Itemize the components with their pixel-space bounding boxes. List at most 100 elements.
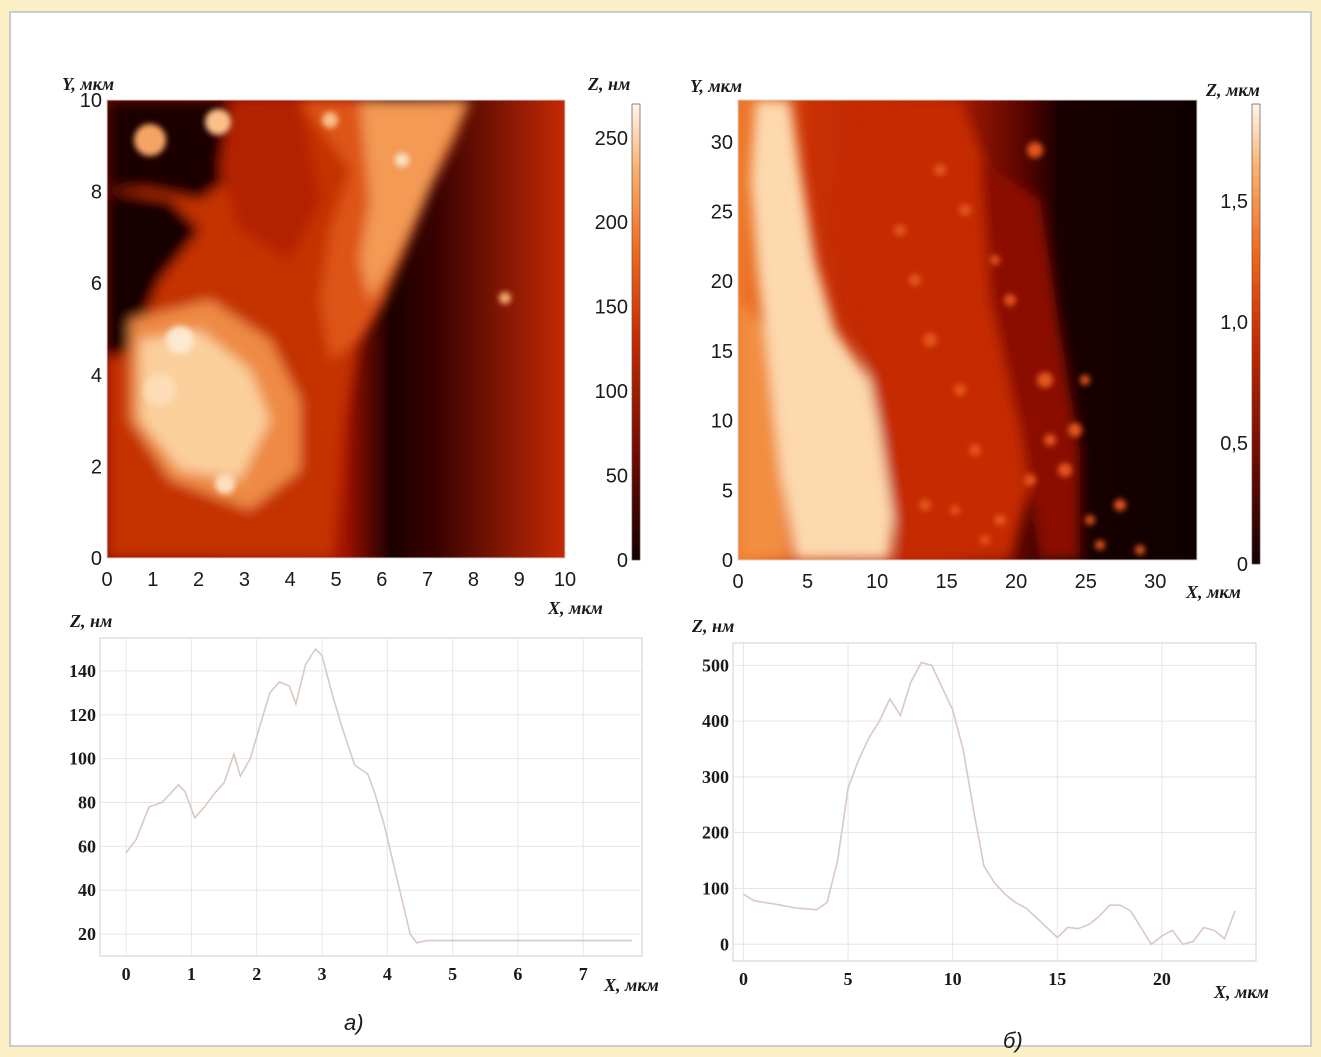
b-profile-plot-area bbox=[732, 642, 1257, 962]
b-profile-ytick-3: 300 bbox=[702, 767, 729, 787]
a-map-ylabel: Y, мкм bbox=[62, 74, 114, 94]
b-profile-xtick-0: 0 bbox=[739, 969, 748, 989]
b-colorbar-ticks: 0 0,5 1,0 1,5 bbox=[1220, 191, 1248, 576]
panel-a-map-image bbox=[107, 100, 565, 558]
a-profile-xtick-5: 5 bbox=[448, 964, 457, 984]
b-profile-ytick-2: 200 bbox=[702, 823, 729, 843]
b-profile-ytick-5: 500 bbox=[702, 655, 729, 675]
a-profile-grid bbox=[100, 638, 642, 956]
b-cbar-tick-0: 0 bbox=[1237, 554, 1248, 576]
a-cbar-tick-5: 250 bbox=[595, 128, 628, 150]
b-profile-y-ticks: 0 100 200 300 400 500 bbox=[702, 655, 729, 954]
b-map-ylabel: Y, мкм bbox=[690, 76, 742, 96]
a-profile-y-ticks: 20 40 60 80 100 120 140 bbox=[69, 661, 96, 944]
a-profile-plot-area bbox=[99, 637, 643, 957]
b-map-xtick-2: 10 bbox=[866, 571, 888, 593]
a-profile-xtick-4: 4 bbox=[383, 964, 392, 984]
a-profile-xtick-3: 3 bbox=[318, 964, 327, 984]
a-map-xtick-2: 2 bbox=[193, 569, 204, 591]
b-map-ytick-3: 15 bbox=[711, 341, 733, 363]
a-profile-ytick-3: 80 bbox=[78, 792, 96, 812]
b-colorbar-label: Z, мкм bbox=[1205, 80, 1260, 100]
b-map-xtick-5: 25 bbox=[1075, 571, 1097, 593]
b-profile-line bbox=[743, 661, 1236, 946]
a-profile-ytick-6: 140 bbox=[69, 661, 96, 681]
b-map-ytick-0: 0 bbox=[722, 550, 733, 572]
a-map-xtick-3: 3 bbox=[239, 569, 250, 591]
b-profile-xtick-4: 20 bbox=[1153, 969, 1171, 989]
b-profile-xtick-1: 5 bbox=[844, 969, 853, 989]
b-profile-ylabel: Z, нм bbox=[691, 616, 734, 636]
a-profile-ytick-0: 20 bbox=[78, 924, 96, 944]
b-profile-xtick-2: 10 bbox=[944, 969, 962, 989]
a-map-y-ticks: 0 2 4 6 8 10 bbox=[80, 90, 102, 570]
b-map-ytick-4: 20 bbox=[711, 271, 733, 293]
panel-a-profile: 0 1 2 3 4 5 6 7 20 40 60 80 100 120 140 Z, нм X, мкм bbox=[69, 611, 659, 995]
b-map-ytick-2: 10 bbox=[711, 411, 733, 433]
a-profile-xtick-0: 0 bbox=[122, 964, 131, 984]
a-map-xtick-6: 6 bbox=[376, 569, 387, 591]
b-profile-ytick-4: 400 bbox=[702, 711, 729, 731]
a-cbar-tick-1: 50 bbox=[606, 466, 628, 488]
b-map-xtick-4: 20 bbox=[1005, 571, 1027, 593]
b-map-xtick-6: 30 bbox=[1144, 571, 1166, 593]
b-profile-xlabel: X, мкм bbox=[1213, 982, 1269, 1002]
panel-b-label: б) bbox=[1003, 1028, 1023, 1053]
a-map-xtick-7: 7 bbox=[422, 569, 433, 591]
a-profile-line bbox=[125, 647, 633, 944]
b-map-xtick-0: 0 bbox=[732, 571, 743, 593]
a-profile-x-ticks: 0 1 2 3 4 5 6 7 bbox=[122, 964, 588, 984]
panel-b-map-image bbox=[738, 100, 1197, 560]
a-map-xtick-9: 9 bbox=[514, 569, 525, 591]
a-map-ytick-5: 10 bbox=[80, 90, 102, 112]
a-map-xtick-4: 4 bbox=[285, 569, 296, 591]
a-profile-ytick-5: 120 bbox=[69, 705, 96, 725]
panel-a-label: а) bbox=[344, 1010, 364, 1035]
a-map-ytick-1: 2 bbox=[91, 456, 102, 478]
b-map-y-ticks: 0 5 10 15 20 25 30 bbox=[711, 132, 733, 572]
a-cbar-tick-3: 150 bbox=[595, 297, 628, 319]
a-map-xtick-8: 8 bbox=[468, 569, 479, 591]
a-profile-xtick-7: 7 bbox=[579, 964, 588, 984]
a-profile-ytick-4: 100 bbox=[69, 749, 96, 769]
b-map-x-ticks: 0 5 10 15 20 25 30 bbox=[732, 571, 1166, 593]
b-profile-ytick-0: 0 bbox=[720, 934, 729, 954]
b-profile-x-ticks: 0 5 10 15 20 bbox=[739, 969, 1171, 989]
a-map-ytick-0: 0 bbox=[91, 548, 102, 570]
a-map-xtick-1: 1 bbox=[147, 569, 158, 591]
a-colorbar-ticks: 0 50 100 150 200 250 bbox=[595, 128, 628, 572]
a-profile-xlabel: X, мкм bbox=[603, 975, 659, 995]
b-map-ytick-6: 30 bbox=[711, 132, 733, 154]
a-profile-xtick-1: 1 bbox=[187, 964, 196, 984]
b-colorbar bbox=[1251, 103, 1261, 565]
a-cbar-tick-2: 100 bbox=[595, 381, 628, 403]
b-cbar-tick-3: 1,5 bbox=[1220, 191, 1248, 213]
b-profile-grid bbox=[733, 643, 1256, 961]
b-map-xtick-3: 15 bbox=[936, 571, 958, 593]
a-cbar-tick-0: 0 bbox=[617, 550, 628, 572]
a-cbar-tick-4: 200 bbox=[595, 212, 628, 234]
b-cbar-tick-2: 1,0 bbox=[1220, 312, 1248, 334]
b-profile-ytick-1: 100 bbox=[702, 878, 729, 898]
panel-a-map: Y, мкм X, мкм 0 1 2 3 4 5 6 7 8 9 10 0 2 4 6 8 10 Z, нм… bbox=[62, 74, 641, 618]
b-profile-xtick-3: 15 bbox=[1048, 969, 1066, 989]
a-map-ytick-3: 6 bbox=[91, 273, 102, 295]
b-map-ytick-5: 25 bbox=[711, 202, 733, 224]
a-map-xtick-0: 0 bbox=[101, 569, 112, 591]
a-colorbar-label: Z, нм bbox=[587, 74, 630, 94]
a-profile-xtick-2: 2 bbox=[252, 964, 261, 984]
a-map-xtick-10: 10 bbox=[554, 569, 576, 591]
panel-b-map: Y, мкм X, мкм 0 5 10 15 20 25 30 051015202530 … bbox=[690, 76, 1261, 602]
panel-b-profile: 0 5 10 15 20 0 100 200 300 400 500 Z, нм X, мкм bbox=[691, 616, 1269, 1002]
a-profile-ytick-2: 60 bbox=[78, 836, 96, 856]
a-map-x-ticks: 0 1 2 3 4 5 6 7 8 9 10 bbox=[101, 569, 576, 591]
b-map-xtick-1: 5 bbox=[802, 571, 813, 593]
a-profile-ylabel: Z, нм bbox=[69, 611, 112, 631]
a-colorbar bbox=[631, 103, 641, 561]
a-map-xlabel: X, мкм bbox=[547, 598, 603, 618]
b-cbar-tick-1: 0,5 bbox=[1220, 433, 1248, 455]
b-map-xlabel: X, мкм bbox=[1185, 582, 1241, 602]
a-map-xtick-5: 5 bbox=[330, 569, 341, 591]
a-profile-xtick-6: 6 bbox=[513, 964, 522, 984]
